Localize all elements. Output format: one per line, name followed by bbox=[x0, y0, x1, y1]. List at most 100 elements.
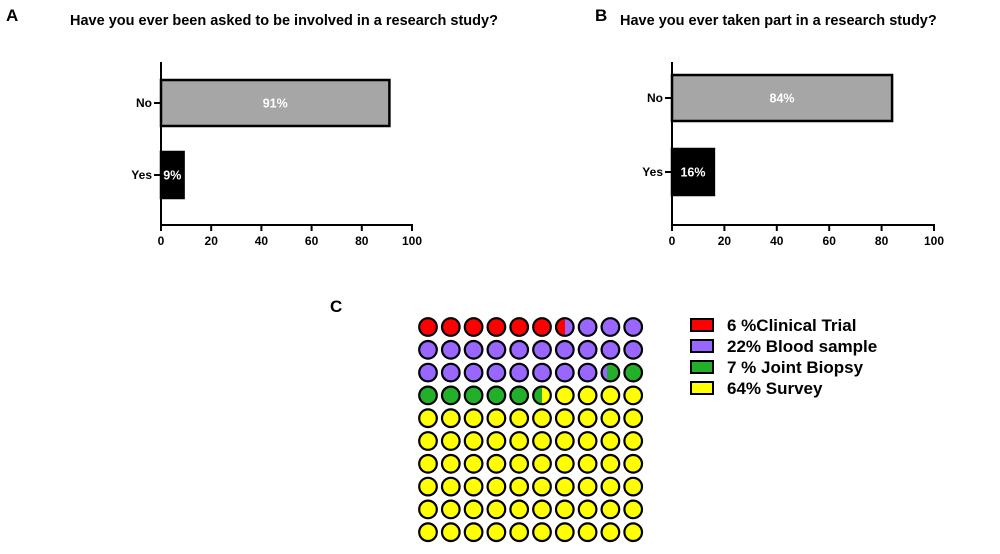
x-tick-label: 100 bbox=[402, 234, 422, 248]
bar-value-label: 16% bbox=[680, 166, 705, 180]
panel-letter-c: C bbox=[330, 297, 342, 316]
panel-letter-b: B bbox=[595, 6, 607, 25]
waffle-dot bbox=[463, 362, 484, 383]
waffle-dot bbox=[486, 362, 507, 383]
waffle-dot bbox=[600, 408, 621, 429]
waffle-dot bbox=[600, 476, 621, 497]
bar-value-label: 91% bbox=[263, 97, 288, 111]
waffle-dot bbox=[509, 476, 530, 497]
waffle-dot bbox=[486, 408, 507, 429]
waffle-dot bbox=[623, 408, 644, 429]
category-label-no: No bbox=[136, 96, 152, 110]
chart-a: 0 20 40 60 80 100 No 91% Yes 9% bbox=[131, 62, 422, 248]
waffle-dot bbox=[463, 431, 484, 451]
waffle-dot bbox=[486, 385, 507, 406]
waffle-dot bbox=[554, 385, 575, 406]
waffle-dot bbox=[554, 362, 575, 383]
chart-c-legend: 6 %Clinical Trial 22% Blood sample 7 % Joi… bbox=[690, 316, 877, 398]
waffle-dot bbox=[532, 453, 552, 474]
waffle-dot bbox=[509, 453, 530, 474]
x-tick-label: 40 bbox=[255, 234, 269, 248]
waffle-dot bbox=[577, 476, 598, 497]
waffle-dot bbox=[532, 499, 552, 520]
waffle-dot bbox=[577, 408, 598, 429]
waffle-dot bbox=[600, 339, 621, 360]
chart-a-title: Have you ever been asked to be involved … bbox=[70, 13, 498, 29]
waffle-dot bbox=[509, 317, 530, 337]
waffle-dot bbox=[577, 362, 598, 383]
waffle-dot bbox=[440, 339, 461, 360]
waffle-dot bbox=[463, 522, 484, 543]
waffle-dot bbox=[509, 408, 530, 429]
waffle-dot bbox=[623, 453, 644, 474]
waffle-dot bbox=[600, 522, 621, 543]
waffle-dot bbox=[418, 453, 438, 474]
waffle-dot bbox=[600, 499, 621, 520]
waffle-dot bbox=[623, 339, 644, 360]
category-label-yes: Yes bbox=[131, 168, 152, 182]
legend-label-clinical-trial: 6 %Clinical Trial bbox=[727, 316, 856, 335]
x-tick-label: 60 bbox=[823, 234, 837, 248]
waffle-dot bbox=[623, 362, 644, 383]
waffle-dot bbox=[600, 431, 621, 451]
waffle-dot bbox=[463, 317, 484, 337]
category-label-yes: Yes bbox=[642, 165, 663, 179]
waffle-dot bbox=[554, 453, 575, 474]
waffle-dot bbox=[486, 453, 507, 474]
chart-b-title: Have you ever taken part in a research s… bbox=[620, 13, 937, 29]
x-tick-label: 20 bbox=[718, 234, 732, 248]
x-tick-label: 20 bbox=[205, 234, 219, 248]
waffle-dot bbox=[577, 431, 598, 451]
waffle-dot bbox=[577, 317, 598, 337]
waffle-dot bbox=[463, 385, 484, 406]
legend-swatch-survey bbox=[690, 381, 714, 395]
waffle-dot bbox=[463, 453, 484, 474]
waffle-dot bbox=[623, 499, 644, 520]
waffle-dot bbox=[509, 385, 530, 406]
waffle-dot bbox=[554, 476, 575, 497]
waffle-dot bbox=[532, 522, 552, 543]
waffle-dot bbox=[509, 431, 530, 451]
waffle-dot bbox=[509, 499, 530, 520]
bar-value-label: 9% bbox=[163, 169, 181, 183]
x-tick-label: 0 bbox=[669, 234, 676, 248]
waffle-dot bbox=[418, 431, 438, 451]
x-tick-label: 100 bbox=[924, 234, 944, 248]
waffle-dot bbox=[440, 499, 461, 520]
waffle-dot bbox=[577, 385, 598, 406]
waffle-dot bbox=[418, 339, 438, 360]
waffle-dot bbox=[463, 408, 484, 429]
waffle-dot bbox=[532, 476, 552, 497]
waffle-dot bbox=[554, 499, 575, 520]
waffle-dot bbox=[440, 408, 461, 429]
waffle-dot bbox=[554, 339, 575, 360]
chart-b: 0 20 40 60 80 100 No 84% Yes 16% bbox=[642, 62, 944, 248]
waffle-dot bbox=[554, 431, 575, 451]
waffle-dot bbox=[600, 362, 621, 383]
waffle-dot bbox=[577, 499, 598, 520]
waffle-dot bbox=[532, 317, 552, 337]
legend-label-joint-biopsy: 7 % Joint Biopsy bbox=[727, 358, 864, 377]
waffle-dot bbox=[418, 499, 438, 520]
x-tick-label: 60 bbox=[305, 234, 319, 248]
waffle-dot bbox=[577, 339, 598, 360]
waffle-dot bbox=[623, 385, 644, 406]
waffle-dot bbox=[418, 522, 438, 543]
waffle-dot bbox=[440, 522, 461, 543]
waffle-dot bbox=[554, 317, 575, 337]
waffle-dot bbox=[440, 476, 461, 497]
waffle-dot bbox=[486, 522, 507, 543]
waffle-dot bbox=[418, 476, 438, 497]
waffle-dot bbox=[532, 408, 552, 429]
waffle-dot bbox=[463, 339, 484, 360]
legend-swatch-blood-sample bbox=[690, 339, 714, 353]
waffle-dot bbox=[463, 499, 484, 520]
legend-swatch-joint-biopsy bbox=[690, 360, 714, 374]
waffle-dot bbox=[418, 385, 438, 406]
waffle-dot bbox=[577, 453, 598, 474]
legend-label-blood-sample: 22% Blood sample bbox=[727, 337, 877, 356]
legend-label-survey: 64% Survey bbox=[727, 379, 823, 398]
waffle-dot bbox=[623, 431, 644, 451]
x-tick-label: 40 bbox=[770, 234, 784, 248]
